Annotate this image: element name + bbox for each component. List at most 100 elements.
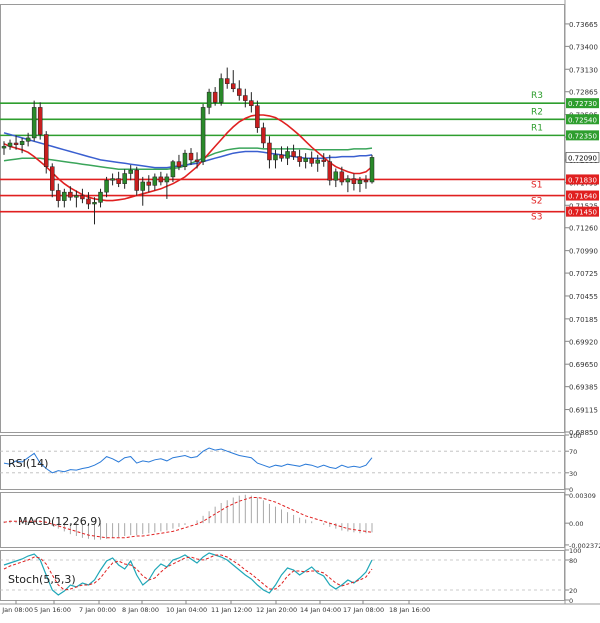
candle-body: [19, 141, 25, 145]
candle: [309, 151, 314, 167]
level-name-r2: R2: [531, 107, 543, 117]
stoch-tick-label: 0: [569, 597, 573, 605]
level-price-label: 0.71830: [568, 176, 597, 184]
price-tick-label: 0.70725: [569, 270, 598, 278]
candle-body: [13, 142, 19, 145]
panel-frame: [0, 435, 565, 490]
candle-body: [31, 107, 37, 139]
candle-body: [315, 159, 320, 164]
candle-body: [291, 151, 296, 157]
candle-body: [243, 95, 248, 101]
current-price-label: 0.72090: [568, 154, 597, 162]
level-name-r1: R1: [531, 123, 543, 133]
candle: [237, 80, 242, 101]
candle-body: [261, 127, 266, 144]
candle: [92, 197, 97, 225]
candle-body: [176, 161, 182, 167]
candle: [152, 173, 158, 191]
candle-body: [116, 178, 121, 184]
level-price-tag: [566, 130, 599, 141]
level-name-s1: S1: [531, 180, 542, 190]
candle: [255, 100, 260, 133]
level-price-label: 0.72730: [568, 100, 597, 108]
level-price-label: 0.71450: [568, 209, 597, 217]
price-tick-label: 0.69650: [569, 361, 598, 369]
candle: [224, 67, 230, 89]
candle: [86, 192, 91, 210]
rsi-tick-label: 30: [569, 470, 577, 478]
time-label: 12 Jan 20:00: [256, 606, 297, 614]
candle: [279, 146, 284, 162]
candle: [13, 135, 19, 150]
candle-body: [128, 169, 133, 174]
candle-body: [110, 178, 115, 181]
candle-body: [200, 107, 206, 162]
candle-body: [224, 78, 230, 84]
candle-body: [267, 142, 272, 161]
candle-body: [345, 178, 351, 183]
rsi-label: RSI(14): [8, 457, 48, 470]
candle: [321, 153, 326, 167]
candle: [273, 149, 278, 169]
candle-body: [50, 166, 55, 191]
candle-body: [37, 107, 43, 135]
candle: [351, 173, 357, 191]
candle-body: [74, 195, 79, 198]
candle: [297, 149, 302, 167]
candle: [110, 173, 115, 186]
candle-body: [339, 171, 345, 183]
candle: [200, 104, 206, 166]
candle-body: [56, 190, 61, 201]
candle-body: [194, 159, 200, 162]
candle: [243, 88, 248, 108]
candle-body: [92, 202, 97, 205]
rsi-tick-label: 70: [569, 448, 577, 456]
price-tick-label: 0.71525: [569, 202, 598, 210]
candle: [134, 166, 139, 196]
candle: [249, 92, 254, 113]
price-tick-label: 0.73400: [569, 43, 598, 51]
candle: [230, 70, 236, 93]
candle-body: [237, 88, 242, 96]
candle: [56, 183, 61, 208]
candle-body: [369, 157, 375, 183]
candle: [164, 173, 170, 199]
level-price-tag: [566, 174, 599, 185]
candle-body: [182, 152, 188, 167]
candle-body: [7, 142, 13, 147]
time-label: 8 Jan 08:00: [122, 606, 159, 614]
candle-body: [309, 157, 314, 164]
rsi-line: [3, 447, 373, 474]
candle: [261, 122, 266, 149]
candle: [122, 169, 127, 189]
level-name-r3: R3: [531, 91, 543, 101]
stoch-tick-label: 20: [569, 587, 577, 595]
candle-body: [98, 191, 103, 203]
candle-body: [158, 176, 164, 183]
candle: [303, 153, 308, 169]
ma-fast-line: [3, 114, 373, 202]
candle: [188, 148, 194, 166]
time-label: 7 Jan 00:00: [79, 606, 116, 614]
candle-body: [43, 134, 49, 167]
current-price-tag: [565, 152, 600, 163]
level-price-tag: [566, 114, 599, 125]
candle: [176, 154, 182, 171]
candle: [74, 190, 79, 208]
price-tick-label: 0.69920: [569, 338, 598, 346]
candle-body: [25, 137, 31, 142]
candle-body: [62, 191, 67, 201]
candle: [140, 176, 146, 206]
candle: [25, 132, 31, 147]
candle: [333, 168, 339, 188]
price-tick-label: 0.73665: [569, 21, 598, 29]
level-price-label: 0.72350: [568, 132, 597, 140]
candle-body: [188, 152, 194, 161]
candle: [98, 188, 103, 208]
candle-body: [255, 105, 260, 128]
candle: [339, 166, 345, 186]
candle-body: [80, 195, 85, 200]
candle: [285, 146, 290, 166]
time-label: 18 Jan 16:00: [389, 606, 430, 614]
